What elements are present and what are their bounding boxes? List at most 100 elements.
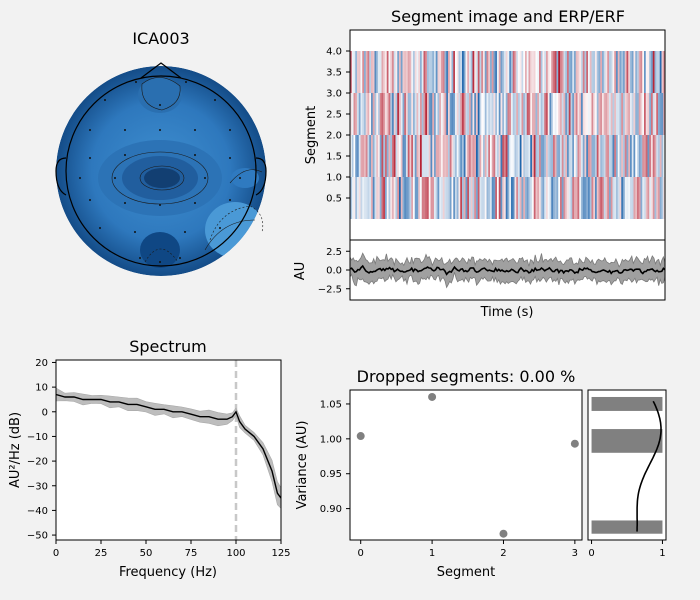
segment-cell (656, 135, 659, 177)
segment-cell (544, 135, 547, 177)
segment-cell (546, 177, 549, 219)
segment-cell (591, 51, 594, 93)
segment-cell (518, 177, 521, 219)
segment-cell (644, 51, 647, 93)
segment-cell (656, 51, 659, 93)
segment-cell (509, 93, 512, 135)
erp-lower-line (350, 272, 665, 289)
segment-cell (483, 93, 486, 135)
segment-cell (540, 51, 543, 93)
segment-cell (663, 135, 666, 177)
segment-cell (477, 51, 480, 93)
segment-cell (439, 135, 442, 177)
erp-xlabel: Time (s) (480, 305, 534, 320)
segment-cell (463, 135, 466, 177)
segment-cell (470, 135, 473, 177)
segment-cell (546, 51, 549, 93)
segment-cell (421, 51, 424, 93)
segment-cell (572, 177, 575, 219)
segment-cell (616, 177, 619, 219)
segment-cell (393, 93, 396, 135)
segment-cell (474, 177, 477, 219)
segment-cell (631, 51, 634, 93)
segment-cell (504, 135, 507, 177)
segment-cell (596, 135, 599, 177)
segment-cell (465, 51, 468, 93)
segment-cell (624, 93, 627, 135)
segment-cell (633, 51, 636, 93)
segment-cell (477, 93, 480, 135)
segment-cell (355, 177, 358, 219)
segment-cell (435, 177, 438, 219)
segment-cell (533, 51, 536, 93)
segment-cell (367, 93, 370, 135)
segment-cell (565, 177, 568, 219)
segment-cell (455, 177, 458, 219)
segment-cell (451, 93, 454, 135)
topomap-sensors (79, 81, 241, 263)
segment-cell (479, 177, 482, 219)
segment-cell (467, 93, 470, 135)
segment-cell (386, 135, 389, 177)
segment-cell (420, 135, 423, 177)
segment-cell (378, 51, 381, 93)
segment-cell (481, 135, 484, 177)
segment-cell (546, 93, 549, 135)
segment-cell (504, 177, 507, 219)
segment-cell (607, 93, 610, 135)
segment-cell (521, 93, 524, 135)
segment-cell (511, 93, 514, 135)
segment-cell (421, 177, 424, 219)
segment-cell (369, 51, 372, 93)
segment-cell (658, 51, 661, 93)
segment-cell (385, 177, 388, 219)
segment-cell (577, 177, 580, 219)
segment-cell (463, 177, 466, 219)
segment-cell (651, 135, 654, 177)
segment-cell (442, 135, 445, 177)
segment-cell (581, 93, 584, 135)
segment-cell (598, 93, 601, 135)
segment-cell (353, 135, 356, 177)
segment-cell (661, 177, 664, 219)
segment-cell (512, 177, 515, 219)
segment-cell (630, 177, 633, 219)
segment-cell (367, 177, 370, 219)
segment-cell (609, 135, 612, 177)
segment-cell (558, 135, 561, 177)
segment-cell (574, 177, 577, 219)
segment-cell (383, 135, 386, 177)
segment-cell (488, 135, 491, 177)
segment-cell (570, 135, 573, 177)
segment-cell (595, 177, 598, 219)
segment-cell (523, 135, 526, 177)
segment-cell (507, 135, 510, 177)
segment-cell (490, 177, 493, 219)
segment-cell (605, 93, 608, 135)
segment-cell (378, 177, 381, 219)
segment-cell (453, 93, 456, 135)
segment-cell (477, 135, 480, 177)
segment-cell (379, 135, 382, 177)
segment-cell (439, 93, 442, 135)
segment-cell (425, 135, 428, 177)
segment-cell (488, 177, 491, 219)
segment-cell (582, 135, 585, 177)
segment-cell (395, 93, 398, 135)
segment-cell (495, 93, 498, 135)
segment-cell (351, 135, 354, 177)
segment-cell (388, 51, 391, 93)
segment-cell (526, 93, 529, 135)
segment-cell (392, 51, 395, 93)
segment-cell (414, 135, 417, 177)
segment-cell (556, 93, 559, 135)
segment-cell (420, 177, 423, 219)
segment-cell (413, 93, 416, 135)
dropped-title: Dropped segments: 0.00 % (357, 367, 576, 386)
segment-image-yticks: 0.5 1.0 1.5 2.0 2.5 3.0 3.5 4.0 (326, 47, 350, 205)
hist-xtick-label: 0 (588, 548, 594, 559)
segment-cell (476, 51, 479, 93)
segment-cell (414, 51, 417, 93)
segment-cell (455, 51, 458, 93)
